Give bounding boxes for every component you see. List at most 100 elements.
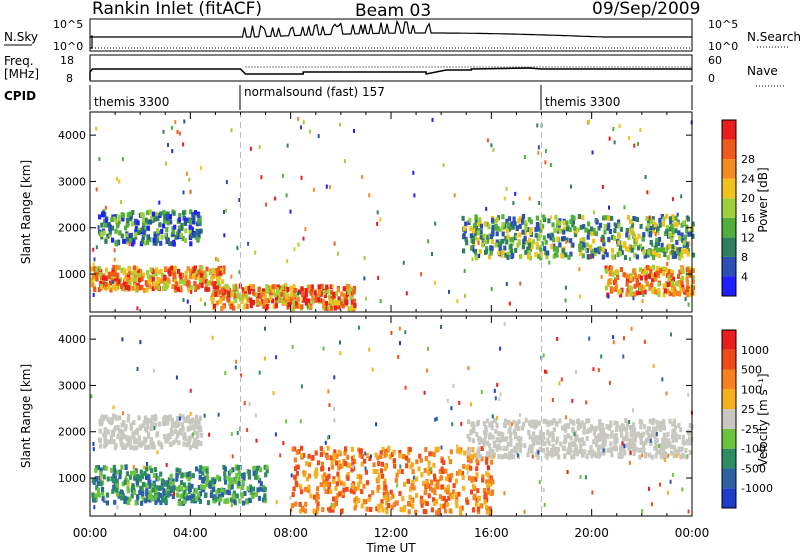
heatmap-cell	[280, 297, 284, 303]
heatmap-cell	[672, 453, 676, 459]
heatmap-cell	[391, 493, 395, 499]
heatmap-cell	[479, 223, 484, 229]
heatmap-cell	[217, 488, 221, 493]
heatmap-cell	[118, 179, 121, 184]
heatmap-cell	[505, 282, 508, 286]
heatmap-cell	[114, 285, 118, 291]
heatmap-cell	[469, 233, 473, 239]
heatmap-cell	[537, 236, 541, 242]
heatmap-cell	[572, 454, 576, 460]
heatmap-cell	[670, 332, 672, 337]
heatmap-cell	[445, 489, 449, 495]
heatmap-cell	[309, 493, 313, 499]
heatmap-cell	[336, 287, 341, 293]
heatmap-cell	[427, 465, 431, 471]
heatmap-cell	[254, 250, 257, 255]
heatmap-cell	[573, 447, 577, 453]
heatmap-cell	[601, 247, 605, 253]
heatmap-cell	[669, 250, 673, 256]
heatmap-cell	[402, 260, 405, 265]
heatmap-cell	[359, 474, 363, 480]
heatmap-cell	[220, 306, 224, 311]
heatmap-cell	[691, 278, 695, 284]
heatmap-cell	[162, 218, 167, 224]
n-search-label: N.Search	[747, 30, 800, 44]
heatmap-cell	[198, 474, 202, 480]
heatmap-cell	[164, 481, 168, 487]
heatmap-cell	[153, 231, 157, 237]
heatmap-cell	[609, 447, 613, 453]
heatmap-cell	[182, 499, 186, 505]
heatmap-cell	[601, 436, 605, 442]
heatmap-cell	[632, 296, 635, 301]
heatmap-cell	[281, 285, 285, 291]
heatmap-cell	[183, 119, 186, 124]
heatmap-cell	[668, 281, 672, 286]
heatmap-cell	[178, 468, 182, 474]
heatmap-cell	[358, 479, 363, 485]
heatmap-cell	[171, 149, 174, 154]
heatmap-cell	[603, 229, 607, 235]
heatmap-cell	[347, 463, 351, 469]
heatmap-cell	[338, 491, 342, 497]
heatmap-cell	[396, 483, 399, 488]
heatmap-cell	[506, 234, 510, 240]
heatmap-cell	[408, 447, 412, 452]
heatmap-cell	[173, 423, 177, 429]
heatmap-cell	[115, 483, 119, 488]
heatmap-cell	[175, 486, 179, 492]
heatmap-cell	[519, 254, 523, 260]
heatmap-cell	[304, 300, 309, 306]
heatmap-cell	[132, 265, 136, 271]
heatmap-cell	[431, 117, 434, 122]
heatmap-cell	[440, 496, 445, 502]
heatmap-cell	[122, 411, 124, 416]
colorbar-tick-label: 1000	[741, 344, 769, 357]
heatmap-cell	[676, 453, 679, 458]
x-axis-ticks: 00:00 04:00 08:00 12:00 16:00 20:00 00:00	[73, 526, 710, 540]
heatmap-cell	[324, 440, 327, 445]
heatmap-cell	[505, 436, 509, 442]
heatmap-cell	[177, 217, 181, 223]
heatmap-cell	[633, 238, 637, 244]
heatmap-cell	[238, 476, 242, 482]
heatmap-cell	[351, 461, 355, 467]
heatmap-cell	[104, 238, 108, 244]
heatmap-cell	[487, 224, 491, 230]
heatmap-cell	[241, 480, 245, 485]
heatmap-cell	[249, 490, 253, 496]
heatmap-cell	[606, 225, 610, 231]
heatmap-cell	[438, 494, 443, 500]
heatmap-cell	[506, 222, 510, 228]
heatmap-cell	[555, 436, 560, 442]
heatmap-cell	[520, 425, 525, 431]
heatmap-cell	[673, 448, 677, 454]
heatmap-cell	[412, 475, 415, 480]
heatmap-cell	[524, 225, 528, 231]
heatmap-cell	[668, 418, 672, 424]
heatmap-cell	[100, 222, 104, 228]
heatmap-cell	[556, 236, 560, 242]
heatmap-cell	[294, 300, 298, 306]
heatmap-cell	[539, 228, 543, 233]
heatmap-cell	[501, 432, 505, 438]
heatmap-cell	[257, 495, 262, 501]
heatmap-cell	[232, 284, 236, 290]
heatmap-cell	[386, 492, 390, 498]
heatmap-cell	[670, 273, 674, 279]
heatmap-cell	[151, 487, 156, 493]
heatmap-cell	[499, 241, 503, 247]
heatmap-cell	[632, 216, 636, 221]
heatmap-cell	[104, 442, 108, 448]
heatmap-cell	[107, 273, 111, 279]
heatmap-cell	[139, 340, 142, 345]
heatmap-cell	[482, 420, 486, 426]
heatmap-cell	[431, 487, 435, 493]
heatmap-cell	[644, 272, 648, 278]
heatmap-cell	[165, 415, 169, 421]
heatmap-cell	[146, 492, 150, 498]
heatmap-cell	[111, 267, 115, 273]
heatmap-cell	[491, 225, 495, 230]
heatmap-cell	[481, 474, 485, 480]
